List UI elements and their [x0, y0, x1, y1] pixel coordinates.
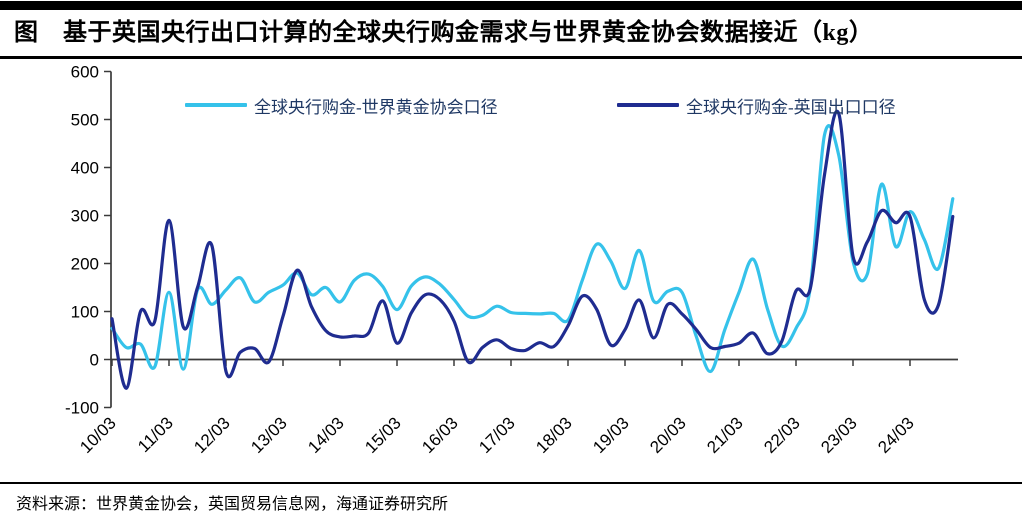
- x-tick-label: 24/03: [874, 413, 918, 457]
- x-tick-label: 15/03: [361, 413, 405, 457]
- x-tick-label: 21/03: [703, 413, 747, 457]
- y-tick-label: 600: [71, 63, 99, 82]
- series-boe-path: [110, 109, 955, 390]
- y-tick-label: -100: [65, 399, 99, 418]
- x-tick-label: 12/03: [190, 413, 234, 457]
- x-tick-label: 19/03: [589, 413, 633, 457]
- source-divider-rule: [0, 482, 1022, 484]
- x-tick-label: 18/03: [532, 413, 576, 457]
- x-tick-label: 13/03: [247, 413, 291, 457]
- x-tick-label: 14/03: [304, 413, 348, 457]
- y-tick-label: 0: [90, 351, 99, 370]
- y-tick-label: 400: [71, 159, 99, 178]
- chart-title: 图 基于英国央行出口计算的全球央行购金需求与世界黄金协会数据接近（kg）: [14, 20, 874, 46]
- title-divider-rule: [0, 56, 1022, 59]
- y-tick-label: 500: [71, 111, 99, 130]
- top-border-rule: [0, 1, 1022, 10]
- series-wgc-path: [110, 124, 955, 374]
- x-tick-label: 16/03: [418, 413, 462, 457]
- x-tick-label: 11/03: [134, 413, 177, 456]
- x-tick-label: 20/03: [646, 413, 690, 457]
- x-tick-label: 17/03: [475, 413, 519, 457]
- x-tick-label: 22/03: [760, 413, 804, 457]
- x-tick-label: 10/03: [76, 413, 120, 457]
- y-tick-label: 100: [71, 303, 99, 322]
- y-tick-label: 200: [71, 255, 99, 274]
- y-tick-label: 300: [71, 207, 99, 226]
- x-tick-label: 23/03: [817, 413, 861, 457]
- source-note: 资料来源：世界黄金协会，英国贸易信息网，海通证券研究所: [16, 496, 449, 513]
